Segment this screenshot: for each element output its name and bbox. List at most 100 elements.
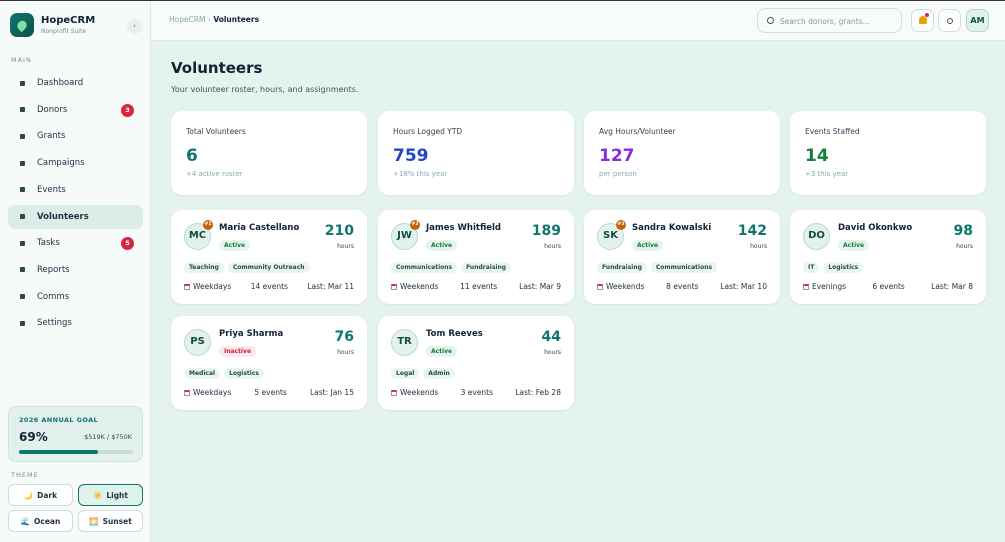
hours-value: 76 [334,328,354,345]
volunteer-card[interactable]: PS Priya Sharma Inactive 76 hours Medical Logi… [171,315,367,410]
hours-unit: hours [956,243,973,250]
availability: Weekdays [184,282,231,291]
calendar-icon [184,389,190,396]
sidebar: HopeCRM Nonprofit Suite ‹ MAIN Dashboard… [0,1,151,542]
hours-value: 44 [541,328,561,345]
availability-text: Weekdays [193,387,232,397]
nav-item[interactable]: Settings [8,311,143,335]
nav-label: Grants [37,131,66,142]
nav-icon [20,214,25,219]
goal-title: 2026 ANNUAL GOAL [19,416,99,424]
nav-item[interactable]: Donors 3 [8,98,143,122]
last-active: Last: Mar 10 [720,282,767,291]
nav-label: Reports [37,264,70,275]
availability-text: Weekends [400,282,439,291]
nav-icon [20,187,25,193]
stat-card: Avg Hours/Volunteer 127 per person [584,111,780,195]
nav-label: Volunteers [37,211,89,222]
settings-button[interactable] [938,9,961,32]
stat-value: 6 [186,146,198,166]
progress-track [19,450,133,454]
card-footer: Weekdays 5 events Last: Jan 15 [184,388,354,397]
card-footer: Weekends 11 events Last: Mar 9 [391,282,561,291]
theme-button[interactable]: ☀️ Light [78,484,143,506]
rank-badge: #1 [203,220,213,230]
theme-label: THEME [11,471,39,479]
nav-item[interactable]: Comms [8,285,143,309]
page-title: Volunteers [171,59,263,77]
nav-item[interactable]: Volunteers [8,204,143,229]
theme-icon: 🌊 [20,516,31,526]
card-footer: Weekends 8 events Last: Mar 10 [597,282,767,291]
volunteer-card[interactable]: SK #3 Sandra Kowalski Active 142 hours Fundrai… [584,210,780,304]
nav-icon [20,160,25,166]
card-footer: Weekends 3 events Last: Feb 28 [391,388,561,397]
availability-text: Evenings [812,282,847,291]
stat-note: +4 active roster [186,170,243,178]
hours-unit: hours [544,243,561,250]
status-pill: Active [426,345,458,357]
hours-unit: hours [337,243,354,250]
search-box[interactable]: Search donors, grants... [757,8,902,33]
notifications-button[interactable] [911,9,934,32]
theme-button[interactable]: 🌊 Ocean [8,510,73,532]
nav-item[interactable]: Reports [8,258,143,282]
availability-text: Weekends [400,387,439,397]
hours-unit: hours [337,348,354,356]
volunteer-card[interactable]: MC #1 Maria Castellano Active 210 hours Teachi… [171,210,367,304]
availability: Weekends [391,282,438,291]
stat-card: Hours Logged YTD 759 +18% this year [378,111,574,195]
tag: Fundraising [461,262,512,273]
nav-icon [20,320,25,326]
stat-value: 14 [805,146,829,166]
tags: Legal Admin [391,367,455,379]
nav-item[interactable]: Dashboard [8,71,143,95]
avatar: DO [803,223,830,250]
volunteer-card[interactable]: DO David Okonkwo Active 98 hours IT Logistics E… [790,210,986,304]
calendar-icon [803,284,809,290]
events-count: 6 events [872,282,905,291]
tags: Medical Logistics [184,367,264,379]
volunteer-card[interactable]: TR Tom Reeves Active 44 hours Legal Admin Weeke… [378,315,574,410]
last-active: Last: Mar 8 [931,282,973,291]
topbar: HopeCRM › Volunteers Search donors, gran… [151,1,1005,41]
hours-value: 142 [737,223,767,239]
user-avatar[interactable]: AM [966,9,989,32]
theme-label: Ocean [34,516,61,526]
availability: Weekdays [184,388,231,397]
volunteer-name: Sandra Kowalski [632,223,712,233]
tag: Communications [650,262,718,273]
crumb-current: Volunteers [213,15,260,24]
volunteer-card[interactable]: JW #2 James Whitfield Active 189 hours Communi… [378,210,574,304]
collapse-button[interactable]: ‹ [127,19,142,34]
nav-label: Comms [37,291,70,302]
section-label: MAIN [11,56,32,64]
tags: IT Logistics [803,262,864,273]
nav-badge: 5 [121,237,134,251]
nav-item[interactable]: Campaigns [8,151,143,175]
nav-label: Settings [37,318,72,329]
events-count: 11 events [460,282,498,291]
nav-item[interactable]: Events [8,178,143,202]
theme-button[interactable]: 🌅 Sunset [78,510,143,532]
hours-value: 189 [531,223,561,239]
tags: Teaching Community Outreach [184,262,310,273]
theme-icon: 🌅 [89,516,99,526]
status-pill: Active [632,240,664,251]
calendar-icon [184,284,190,290]
card-footer: Weekdays 14 events Last: Mar 11 [184,282,354,291]
nav-icon [20,133,25,139]
nav-item[interactable]: Tasks 5 [8,231,143,255]
stat-note: +18% this year [393,170,448,178]
crumb-root[interactable]: HopeCRM [169,15,206,24]
theme-button[interactable]: 🌙 Dark [8,484,73,506]
events-count: 3 events [460,387,493,397]
tag: Fundraising [597,262,647,273]
tags: Communications Fundraising [391,262,512,273]
hours-unit: hours [750,243,767,250]
brand-name: HopeCRM [41,15,96,26]
breadcrumb: HopeCRM › Volunteers [169,15,260,24]
calendar-icon [597,284,603,290]
nav-item[interactable]: Grants [8,124,143,148]
